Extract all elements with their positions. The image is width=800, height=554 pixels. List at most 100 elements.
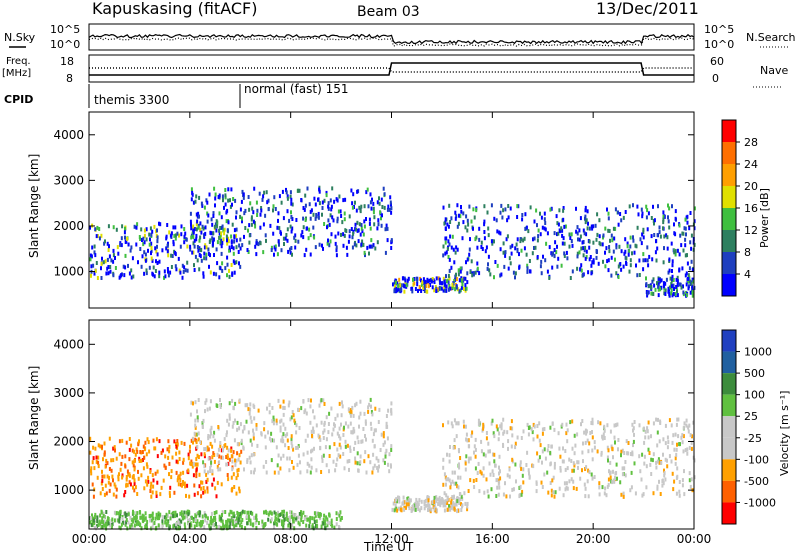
y-tick-label: 1000 — [53, 265, 84, 279]
echo-cell — [198, 214, 200, 219]
echo-cell — [385, 421, 388, 426]
echo-cell — [138, 439, 140, 444]
echo-cell — [241, 189, 244, 194]
colorbar-segment — [722, 394, 736, 417]
echo-cell — [693, 219, 696, 224]
echo-cell — [342, 198, 345, 203]
echo-cell — [227, 220, 230, 225]
echo-cell — [112, 458, 115, 463]
echo-cell — [372, 432, 375, 437]
echo-cell — [100, 233, 103, 238]
echo-cell — [202, 418, 205, 423]
echo-cell — [300, 198, 303, 202]
echo-cell — [625, 256, 628, 261]
echo-cell — [581, 468, 583, 473]
echo-cell — [487, 449, 490, 454]
echo-cell — [209, 253, 211, 258]
echo-cell — [149, 469, 152, 474]
echo-cell — [532, 237, 534, 242]
echo-cell — [464, 424, 467, 429]
echo-cell — [461, 496, 464, 501]
echo-cell — [140, 227, 143, 232]
colorbar-segment — [722, 416, 736, 438]
echo-cell — [199, 227, 202, 232]
echo-cell — [646, 245, 649, 250]
echo-cell — [525, 225, 528, 230]
echo-cell — [238, 453, 241, 458]
echo-cell — [330, 232, 333, 237]
echo-cell — [609, 475, 612, 480]
echo-cell — [519, 463, 522, 468]
echo-cell — [551, 421, 554, 426]
echo-cell — [613, 435, 616, 440]
echo-cell — [655, 465, 658, 470]
echo-cell — [315, 519, 318, 524]
echo-cell — [678, 480, 681, 484]
echo-cell — [229, 204, 232, 209]
echo-cell — [691, 293, 694, 298]
echo-cell — [396, 508, 399, 513]
echo-cell — [383, 205, 386, 210]
echo-cell — [228, 525, 231, 529]
echo-cell — [208, 523, 211, 528]
echo-cell — [178, 526, 180, 531]
echo-cell — [488, 268, 491, 273]
echo-cell — [239, 214, 242, 219]
echo-cell — [239, 422, 242, 427]
echo-cell — [681, 266, 684, 271]
echo-cell — [305, 515, 308, 520]
echo-cell — [172, 524, 175, 529]
echo-cell — [179, 482, 182, 487]
echo-cell — [558, 208, 561, 213]
echo-cell — [286, 227, 289, 232]
echo-cell — [250, 215, 253, 220]
echo-cell — [90, 466, 93, 471]
colorbar-tick-label: 12 — [744, 224, 758, 237]
echo-cell — [320, 470, 323, 474]
echo-cell — [222, 523, 225, 527]
echo-cell — [445, 274, 447, 279]
echo-cell — [142, 242, 145, 247]
echo-cell — [189, 521, 192, 526]
echo-cell — [657, 287, 660, 292]
echo-cell — [641, 232, 644, 237]
echo-cell — [96, 475, 99, 480]
echo-cell — [215, 272, 218, 277]
echo-cell — [205, 447, 207, 451]
echo-cell — [605, 246, 608, 251]
echo-cell — [206, 407, 209, 412]
echo-cell — [418, 508, 421, 513]
echo-cell — [113, 482, 116, 487]
echo-cell — [273, 195, 276, 200]
echo-cell — [186, 244, 189, 249]
echo-cell — [336, 447, 339, 452]
echo-cell — [633, 250, 636, 255]
echo-cell — [652, 277, 655, 282]
echo-cell — [611, 480, 614, 485]
echo-cell — [309, 470, 312, 475]
echo-cell — [443, 221, 446, 226]
echo-cell — [679, 233, 682, 238]
echo-cell — [129, 524, 132, 529]
echo-cell — [690, 477, 693, 482]
colorbar-tick-label: 24 — [744, 158, 758, 171]
echo-cell — [629, 244, 632, 249]
echo-cell — [299, 460, 301, 465]
echo-cell — [533, 219, 536, 224]
echo-cell — [309, 404, 312, 409]
echo-cell — [288, 400, 291, 405]
echo-cell — [528, 259, 531, 263]
echo-cell — [241, 429, 244, 434]
echo-cell — [371, 470, 374, 475]
echo-cell — [656, 246, 659, 251]
echo-cell — [255, 252, 258, 257]
echo-cell — [405, 283, 408, 288]
echo-cell — [588, 441, 591, 446]
echo-cell — [147, 248, 149, 253]
echo-cell — [252, 403, 255, 408]
echo-cell — [240, 520, 243, 525]
echo-cell — [385, 223, 388, 228]
echo-cell — [289, 224, 292, 229]
echo-cell — [211, 471, 214, 476]
